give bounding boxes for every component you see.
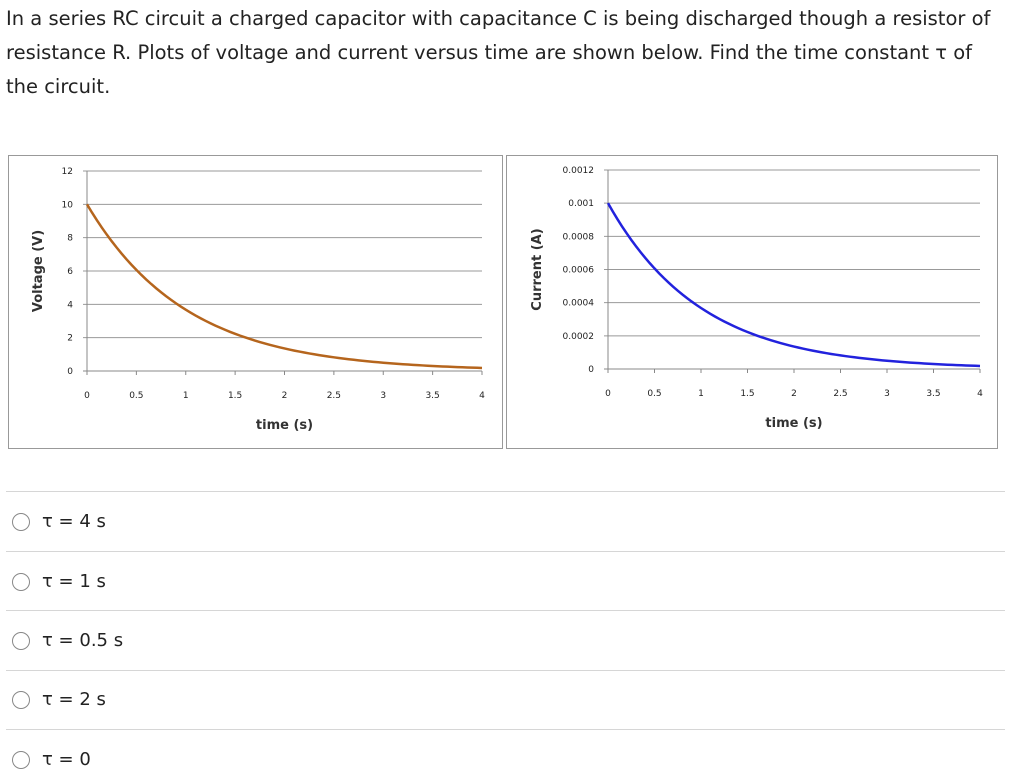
y-tick-label: 4 <box>67 300 73 310</box>
y-tick-label: 10 <box>62 200 74 210</box>
x-tick-label: 3 <box>884 389 890 399</box>
x-tick-label: 2 <box>791 389 797 399</box>
x-tick-label: 3.5 <box>926 389 940 399</box>
option-3[interactable]: τ = 0.5 s <box>12 630 123 651</box>
option-label: τ = 4 s <box>42 511 106 532</box>
divider <box>6 670 1005 671</box>
x-tick-label: 1 <box>183 391 189 401</box>
x-tick-label: 0.5 <box>647 389 661 399</box>
y-tick-label: 0.001 <box>568 199 594 209</box>
divider <box>6 729 1005 730</box>
option-label: τ = 1 s <box>42 571 106 592</box>
radio-button[interactable] <box>12 690 30 709</box>
x-tick-label: 2.5 <box>327 391 341 401</box>
data-line <box>85 203 483 370</box>
y-tick-label: 12 <box>62 167 73 177</box>
option-label: τ = 0.5 s <box>42 630 124 651</box>
y-tick-label: 0.0004 <box>563 299 595 309</box>
x-tick-label: 4 <box>479 391 485 401</box>
radio-button[interactable] <box>12 572 30 591</box>
x-tick-label: 2.5 <box>833 389 847 399</box>
x-tick-label: 4 <box>977 389 983 399</box>
x-tick-label: 1.5 <box>740 389 754 399</box>
radio-button[interactable] <box>12 750 30 769</box>
divider <box>6 610 1005 611</box>
current-chart: 0 0.0002 0.0004 0.0006 0.0008 0.001 0.0012 0 0.5… <box>506 155 998 449</box>
y-axis-title: Current (A) <box>530 228 545 310</box>
y-axis-title: Voltage (V) <box>31 230 46 312</box>
question-text: In a series RC circuit a charged capacit… <box>6 7 991 98</box>
x-axis-title: time (s) <box>765 416 822 431</box>
y-tick-label: 6 <box>67 267 73 277</box>
x-tick-label: 3 <box>380 391 386 401</box>
divider <box>6 491 1005 492</box>
y-tick-label: 0.0006 <box>563 266 595 276</box>
radio-button[interactable] <box>12 512 30 531</box>
option-2[interactable]: τ = 1 s <box>12 571 106 592</box>
divider <box>6 551 1005 552</box>
option-1[interactable]: τ = 4 s <box>12 511 106 532</box>
x-axis-title: time (s) <box>256 418 313 433</box>
x-tick-label: 3.5 <box>425 391 439 401</box>
option-5[interactable]: τ = 0 <box>12 749 91 770</box>
voltage-chart: 0 2 4 6 8 10 12 0 0.5 1 1.5 2 2.5 3 3.5 4 time (s) Voltag… <box>8 155 503 449</box>
y-tick-label: 0.0008 <box>563 232 595 242</box>
data-line <box>606 202 981 368</box>
y-tick-label: 0.0002 <box>563 332 595 342</box>
x-tick-label: 2 <box>282 391 288 401</box>
y-tick-label: 0 <box>588 365 594 375</box>
x-tick-label: 0 <box>84 391 90 401</box>
option-label: τ = 2 s <box>42 689 106 710</box>
x-tick-label: 1 <box>698 389 704 399</box>
x-tick-label: 0.5 <box>129 391 143 401</box>
x-tick-label: 1.5 <box>228 391 242 401</box>
option-4[interactable]: τ = 2 s <box>12 689 106 710</box>
y-tick-label: 0 <box>67 367 73 377</box>
radio-button[interactable] <box>12 631 30 650</box>
y-tick-label: 0.0012 <box>563 166 595 176</box>
y-tick-label: 8 <box>67 234 73 244</box>
y-tick-label: 2 <box>67 334 73 344</box>
x-tick-label: 0 <box>605 389 611 399</box>
option-label: τ = 0 <box>42 749 91 770</box>
